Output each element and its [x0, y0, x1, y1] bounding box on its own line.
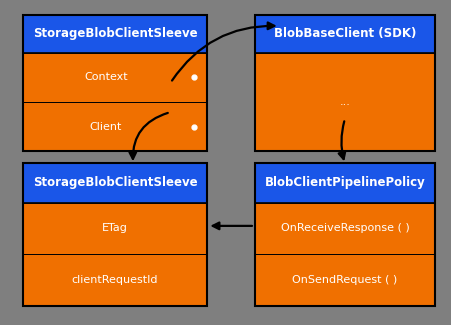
- FancyArrowPatch shape: [339, 121, 345, 159]
- Bar: [23, 254, 207, 306]
- Text: clientRequestId: clientRequestId: [72, 275, 158, 285]
- Bar: [23, 15, 207, 151]
- Bar: [255, 162, 435, 202]
- Bar: [255, 254, 435, 306]
- FancyArrowPatch shape: [213, 223, 252, 229]
- Text: BlobClientPipelinePolicy: BlobClientPipelinePolicy: [265, 176, 425, 189]
- Bar: [23, 102, 207, 151]
- Bar: [255, 15, 435, 53]
- Bar: [23, 53, 207, 102]
- Text: Context: Context: [84, 72, 128, 83]
- FancyArrowPatch shape: [129, 113, 168, 159]
- Bar: [23, 162, 207, 306]
- Bar: [255, 53, 435, 151]
- Text: StorageBlobClientSleeve: StorageBlobClientSleeve: [32, 176, 198, 189]
- FancyArrowPatch shape: [172, 22, 274, 81]
- Text: Client: Client: [90, 122, 122, 132]
- Bar: [23, 202, 207, 254]
- Bar: [23, 162, 207, 202]
- Text: ...: ...: [340, 97, 350, 107]
- Text: OnReceiveResponse ( ): OnReceiveResponse ( ): [281, 223, 410, 233]
- Bar: [255, 15, 435, 151]
- Text: OnSendRequest ( ): OnSendRequest ( ): [292, 275, 398, 285]
- Bar: [23, 15, 207, 53]
- Bar: [255, 202, 435, 254]
- Bar: [255, 162, 435, 306]
- Text: StorageBlobClientSleeve: StorageBlobClientSleeve: [32, 27, 198, 40]
- Text: ETag: ETag: [102, 223, 128, 233]
- Text: BlobBaseClient (SDK): BlobBaseClient (SDK): [274, 27, 416, 40]
